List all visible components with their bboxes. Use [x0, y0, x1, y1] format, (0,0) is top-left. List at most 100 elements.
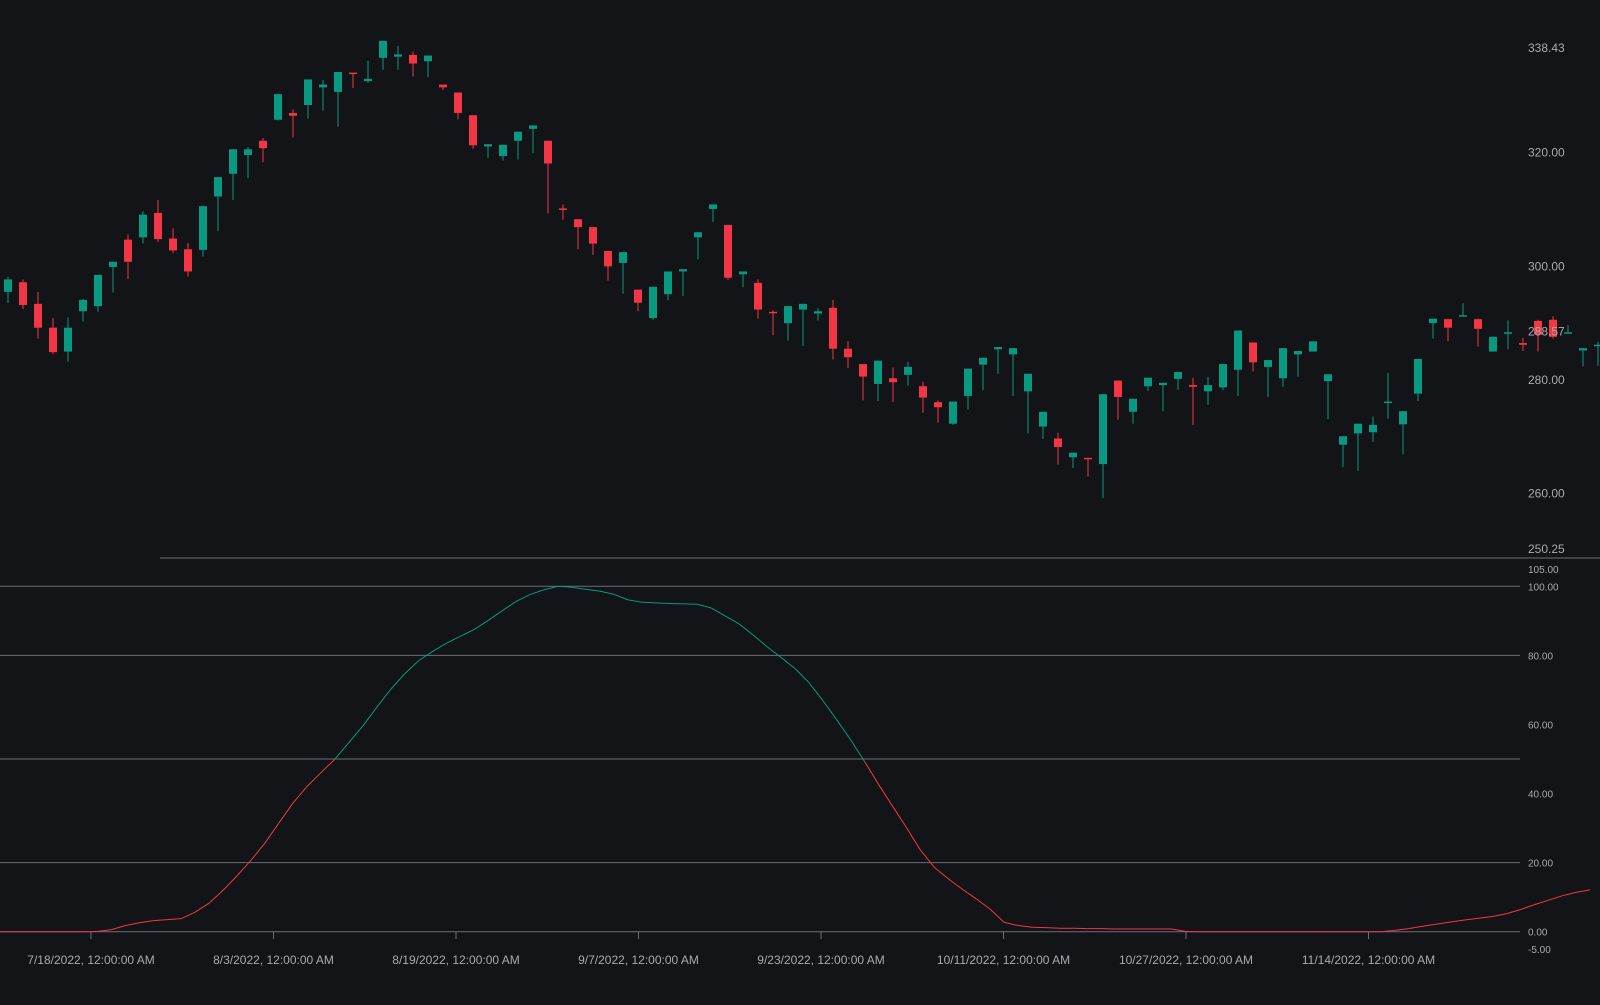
candle	[379, 41, 387, 70]
candle-body	[769, 312, 777, 314]
indicator-segment	[907, 828, 921, 850]
candle-body	[1294, 351, 1302, 354]
candle-body	[1174, 372, 1182, 379]
candle-body	[184, 249, 192, 271]
candle-body	[49, 328, 57, 352]
indicator-segment	[349, 726, 363, 743]
candle	[619, 252, 627, 293]
candle-body	[349, 73, 357, 75]
price-axis[interactable]: 338.43320.00300.00288.57280.00260.00250.…	[1528, 41, 1565, 556]
indicator-segment	[1520, 905, 1534, 910]
candle	[79, 299, 87, 322]
indicator-segment	[502, 601, 516, 610]
candle-body	[1564, 332, 1572, 334]
candle-body	[139, 215, 147, 238]
indicator-segment	[1548, 896, 1562, 900]
candle-body	[694, 232, 702, 237]
candle-body	[889, 378, 897, 382]
indicator-axis-label: -5.00	[1528, 945, 1551, 956]
candle	[889, 367, 897, 402]
candle	[1414, 359, 1422, 401]
indicator-segment	[307, 773, 321, 787]
candle	[469, 115, 477, 149]
candle-body	[109, 262, 117, 267]
candle-body	[289, 113, 297, 116]
indicator-segment	[614, 594, 628, 600]
candle	[1114, 381, 1122, 420]
indicator-segment	[98, 930, 112, 932]
candle-body	[274, 94, 282, 120]
candle-body	[1054, 438, 1062, 447]
candle	[694, 232, 702, 259]
candle	[574, 219, 582, 249]
time-axis-label: 9/7/2022, 12:00:00 AM	[578, 953, 699, 967]
indicator-segment	[112, 926, 126, 930]
candle-body	[1009, 348, 1017, 354]
candle-body	[1204, 385, 1212, 391]
indicator-segment	[600, 591, 614, 594]
indicator-segment	[530, 590, 544, 595]
candle	[904, 362, 912, 386]
candle-body	[544, 141, 552, 164]
candle-body	[874, 361, 882, 384]
indicator-axis-label: 80.00	[1528, 651, 1553, 662]
indicator-segment	[656, 603, 670, 604]
candle-body	[709, 204, 717, 209]
candle	[349, 73, 357, 88]
time-axis-label: 8/19/2022, 12:00:00 AM	[392, 953, 519, 967]
candle-body	[1594, 345, 1600, 347]
candle-body	[259, 141, 267, 148]
candle	[289, 110, 297, 138]
candle-body	[844, 349, 852, 358]
candle	[364, 61, 372, 83]
candle	[139, 211, 147, 243]
indicator-segment	[293, 787, 307, 804]
candle	[214, 177, 222, 231]
indicator-axis-label: 40.00	[1528, 790, 1553, 801]
candle-body	[1039, 412, 1047, 427]
candle	[1489, 336, 1497, 351]
indicator-segment	[1172, 929, 1186, 931]
indicator-axis-label: 0.00	[1528, 928, 1548, 939]
indicator-segment	[167, 919, 181, 920]
candle	[1474, 319, 1482, 347]
candle-body	[739, 271, 747, 274]
candle	[1024, 374, 1032, 434]
indicator-segment	[460, 629, 474, 636]
candle-body	[124, 240, 132, 262]
candle	[1504, 320, 1512, 349]
candle-body	[1234, 331, 1242, 370]
candle-body	[379, 41, 387, 58]
candle	[649, 287, 657, 320]
candle-body	[784, 306, 792, 323]
candle-body	[589, 227, 597, 243]
candle	[1129, 399, 1137, 424]
candle	[559, 204, 567, 219]
indicator-segment	[335, 743, 349, 760]
indicator-segment	[1534, 900, 1548, 904]
indicator-segment	[126, 923, 140, 926]
candle-body	[514, 132, 522, 141]
candle	[1279, 348, 1287, 387]
candle-body	[199, 206, 207, 250]
candle-body	[469, 115, 477, 145]
candle	[679, 269, 687, 296]
time-axis-label: 10/11/2022, 12:00:00 AM	[937, 953, 1070, 967]
candle	[1249, 342, 1257, 371]
candle	[844, 341, 852, 368]
indicator-segment	[586, 589, 600, 591]
candle-body	[829, 308, 837, 349]
indicator-segment	[209, 890, 223, 903]
candle	[799, 304, 807, 346]
candle-body	[1324, 374, 1332, 381]
indicator-segment	[391, 674, 405, 690]
indicator-segment	[921, 850, 935, 867]
indicator-axis-label: 105.00	[1528, 565, 1559, 576]
indicator-segment	[781, 657, 795, 668]
indicator-axis[interactable]: 105.00100.0080.0060.0040.0020.000.00-5.0…	[1528, 565, 1559, 956]
candle	[1564, 325, 1572, 333]
candle	[229, 149, 237, 200]
